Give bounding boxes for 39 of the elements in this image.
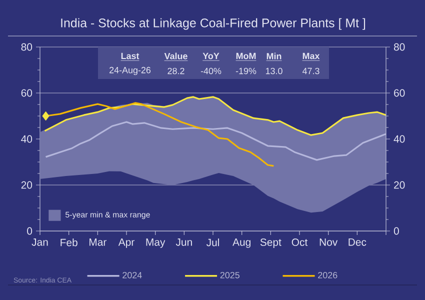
annotation: -40%	[200, 68, 222, 74]
x-tick-label: Apr	[118, 238, 134, 248]
annotation: Last	[121, 52, 140, 60]
chart-title: India - Stocks at Linkage Coal-Fired Power Plants [ Mt ]	[61, 18, 366, 30]
x-tick-label: Jul	[206, 238, 219, 246]
annotation: 24-Aug-26	[110, 66, 151, 76]
x-tick-label: Jan	[32, 238, 48, 246]
annotation: MoM	[236, 52, 256, 60]
y2-tick-label: 20	[394, 181, 405, 189]
y2-tick-label: 40	[394, 135, 405, 143]
annotation: 47.3	[302, 68, 320, 74]
line-series	[44, 96, 386, 136]
legend-label: 2026	[318, 272, 338, 278]
annotation: Min	[266, 52, 282, 60]
legend-label: 2024	[122, 272, 142, 278]
y-tick-label: 40	[21, 135, 32, 143]
x-tick-label: Mar	[90, 238, 106, 246]
x-tick-label: Oct	[292, 238, 308, 246]
y2-tick-label: 0	[394, 227, 399, 235]
x-tick-label: Sept	[260, 238, 282, 248]
x-tick-label: Dec	[348, 238, 366, 246]
x-tick-label: Jun	[176, 238, 192, 246]
annotation: Max	[302, 52, 320, 60]
y-tick-label: 80	[21, 43, 32, 51]
y-tick-label: 20	[21, 181, 32, 189]
annotation: YoY	[202, 52, 220, 60]
x-tick-label: May	[146, 238, 166, 248]
x-tick-label: Feb	[60, 238, 78, 246]
annotation: 13.0	[266, 68, 282, 74]
annotation: 28.2	[168, 68, 184, 74]
y-tick-label: 60	[21, 89, 32, 97]
annotation: Value	[164, 52, 188, 60]
legend-label: 2025	[220, 272, 240, 278]
y2-tick-label: 60	[394, 89, 405, 97]
annotation: -19%	[236, 68, 256, 74]
y2-tick-label: 80	[394, 43, 405, 51]
x-tick-label: Aug	[232, 238, 250, 248]
x-tick-label: Nov	[320, 238, 338, 246]
y-tick-label: 0	[27, 227, 32, 235]
